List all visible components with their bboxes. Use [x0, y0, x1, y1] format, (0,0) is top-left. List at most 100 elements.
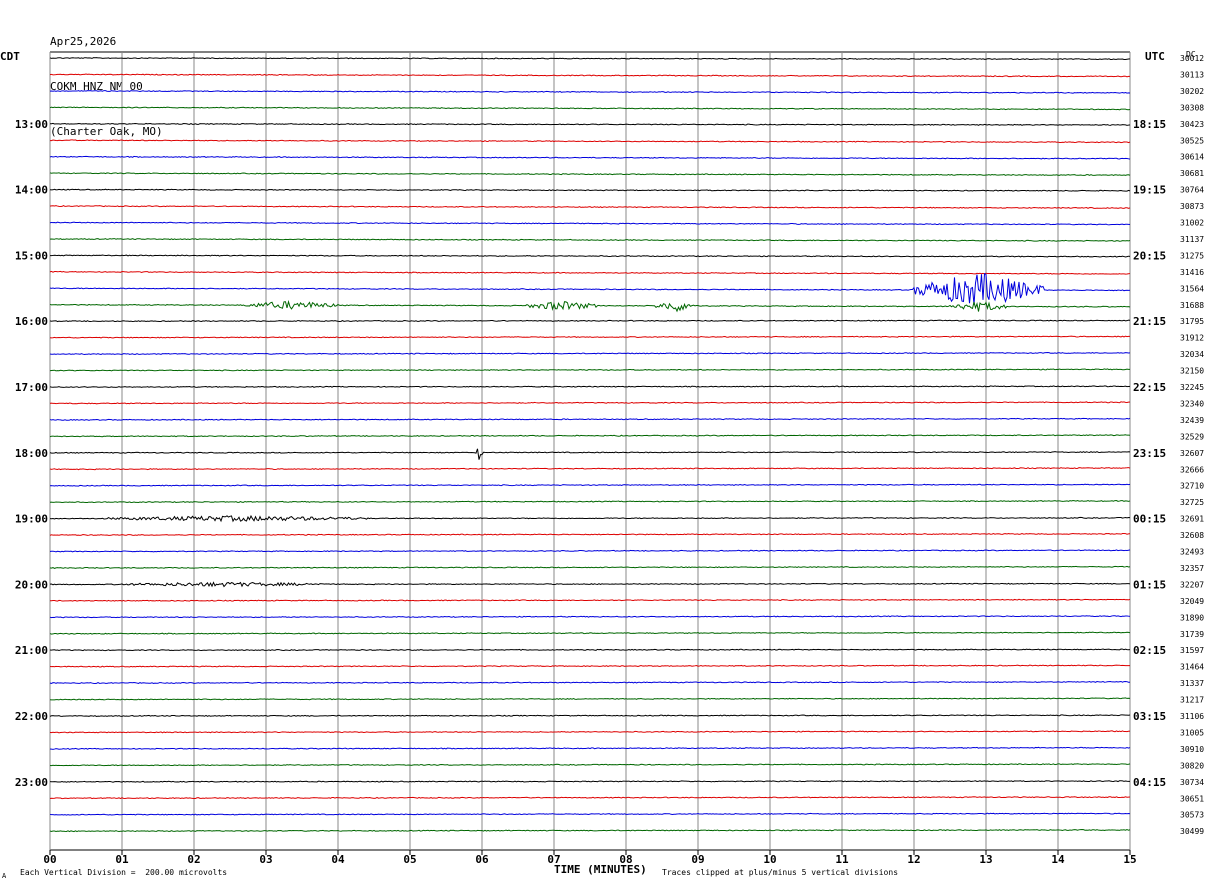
dc-offset-label: 32607 [1180, 449, 1204, 458]
dc-offset-label: 31217 [1180, 696, 1204, 705]
seismic-trace-4 [49, 122, 1131, 126]
dc-offset-label: 31337 [1180, 679, 1204, 688]
seismic-trace-11 [49, 238, 1131, 242]
seismic-trace-27 [49, 500, 1131, 504]
dc-offset-label: 30499 [1180, 827, 1204, 836]
scale-note: Each Vertical Division = 200.00 microvol… [20, 868, 228, 877]
x-tick-label: 13 [979, 853, 992, 866]
x-tick-label: 12 [907, 853, 920, 866]
right-hour-label: 19:15 [1133, 184, 1166, 197]
x-tick-label: 02 [187, 853, 200, 866]
dc-offset-label: 30308 [1180, 103, 1204, 112]
left-hour-label: 16:00 [15, 315, 48, 328]
dc-offset-label: 31005 [1180, 728, 1204, 737]
dc-offset-label: 31564 [1180, 284, 1204, 293]
seismic-trace-40 [49, 714, 1131, 717]
dc-offset-label: 31275 [1180, 251, 1204, 260]
right-hour-label: 18:15 [1133, 118, 1166, 131]
seismic-trace-2 [49, 90, 1131, 94]
dc-offset-label: 32666 [1180, 465, 1204, 474]
dc-offset-label: 32439 [1180, 416, 1204, 425]
seismic-trace-28 [49, 514, 1131, 523]
dc-offset-label: 30573 [1180, 811, 1204, 820]
seismic-trace-0 [49, 57, 1131, 61]
left-hour-label: 15:00 [15, 249, 48, 262]
seismic-trace-21 [49, 401, 1131, 405]
x-axis-title: TIME (MINUTES) [554, 863, 647, 876]
seismic-trace-15 [49, 299, 1131, 313]
dc-offset-label: 30651 [1180, 794, 1204, 803]
seismic-trace-46 [49, 812, 1131, 816]
seismic-trace-24 [49, 448, 1131, 460]
seismic-trace-7 [49, 172, 1131, 176]
dc-offset-label: 30734 [1180, 778, 1204, 787]
seismic-trace-38 [49, 680, 1130, 685]
left-hour-label: 17:00 [15, 381, 48, 394]
dc-offset-label: 32150 [1180, 367, 1204, 376]
seismic-trace-43 [49, 763, 1131, 767]
seismic-trace-44 [49, 780, 1131, 783]
x-tick-label: 07 [547, 853, 560, 866]
left-hour-label: 20:00 [15, 578, 48, 591]
seismic-trace-9 [49, 205, 1131, 209]
left-hour-label: 13:00 [15, 118, 48, 131]
seismic-trace-18 [49, 351, 1131, 355]
seismic-trace-29 [49, 532, 1131, 536]
dc-offset-label: 30525 [1180, 136, 1204, 145]
dc-offset-label: 32529 [1180, 432, 1204, 441]
x-tick-label: 15 [1123, 853, 1136, 866]
x-tick-label: 10 [763, 853, 776, 866]
dc-offset-label: 31795 [1180, 317, 1204, 326]
seismic-trace-1 [49, 73, 1131, 78]
left-hour-label: 19:00 [15, 513, 48, 526]
seismic-trace-36 [49, 648, 1131, 652]
x-tick-label: 08 [619, 853, 632, 866]
right-zone-label: UTC [1145, 50, 1165, 63]
dc-offset-label: 32493 [1180, 548, 1204, 557]
dc-offset-label: 30764 [1180, 186, 1204, 195]
seismic-trace-45 [49, 796, 1131, 800]
dc-offset-label: 31890 [1180, 613, 1204, 622]
left-hour-label: 22:00 [15, 710, 48, 723]
dc-offset-label: 30820 [1180, 761, 1204, 770]
dc-offset-label: 32245 [1180, 383, 1204, 392]
dc-header: DC [1186, 50, 1196, 59]
dc-offset-label: 31137 [1180, 235, 1204, 244]
x-tick-label: 00 [43, 853, 56, 866]
dc-offset-label: 31688 [1180, 301, 1204, 310]
seismic-trace-34 [49, 615, 1131, 619]
seismic-trace-39 [49, 697, 1131, 701]
dc-offset-label: 32710 [1180, 482, 1204, 491]
dc-offset-label: 31464 [1180, 663, 1204, 672]
x-tick-label: 04 [331, 853, 345, 866]
seismic-trace-47 [49, 829, 1131, 833]
dc-offset-label: 30202 [1180, 87, 1204, 96]
dc-offset-label: 32034 [1180, 350, 1204, 359]
seismic-trace-41 [49, 730, 1131, 734]
seismic-trace-19 [49, 368, 1131, 372]
station-header: Apr25,2026 COKM HNZ NM 00 (Charter Oak, … [50, 4, 163, 154]
dc-offset-label: 31739 [1180, 630, 1204, 639]
right-hour-label: 21:15 [1133, 315, 1166, 328]
dc-offset-label: 32691 [1180, 515, 1204, 524]
dc-offset-label: 30910 [1180, 745, 1204, 754]
x-tick-label: 09 [691, 853, 704, 866]
seismic-trace-12 [49, 254, 1131, 258]
x-tick-label: 05 [403, 853, 416, 866]
x-tick-label: 11 [835, 853, 849, 866]
left-hour-label: 14:00 [15, 184, 48, 197]
dc-offset-label: 31002 [1180, 219, 1204, 228]
dc-offset-label: 30681 [1180, 169, 1204, 178]
dc-offset-label: 30423 [1180, 120, 1204, 129]
right-hour-label: 02:15 [1133, 644, 1166, 657]
left-hour-label: 18:00 [15, 447, 48, 460]
seismic-trace-22 [49, 417, 1131, 421]
x-tick-label: 06 [475, 853, 489, 866]
seismic-trace-26 [49, 483, 1131, 487]
clip-note: Traces clipped at plus/minus 5 vertical … [662, 868, 899, 877]
seismic-trace-13 [49, 270, 1131, 275]
right-hour-label: 22:15 [1133, 381, 1166, 394]
seismic-trace-17 [49, 335, 1130, 339]
right-hour-label: 00:15 [1133, 513, 1166, 526]
seismic-trace-8 [49, 188, 1131, 192]
